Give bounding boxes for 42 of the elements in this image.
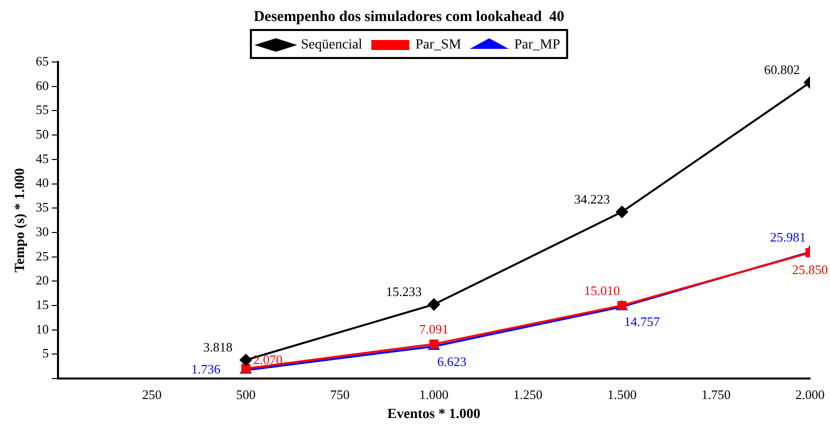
x-tick-label: 750 [330,386,350,402]
legend-label: Seqüencial [300,38,362,53]
annotation: 2.070 [253,352,282,367]
y-tick-label: 65 [36,53,49,68]
y-tick-label: 20 [36,272,49,288]
annotation: 15.233 [386,284,422,299]
annotation: 1.736 [191,362,221,377]
annotation: 25.981 [770,229,806,244]
y-tick-label: 5 [42,346,49,361]
x-tick-label: 1.250 [513,386,543,402]
point [240,354,252,366]
y-tick-label: 30 [36,224,49,239]
x-tick-label: 1.000 [419,386,449,402]
y-tick-label: 15 [36,296,49,312]
annotation: 14.757 [624,314,660,330]
point [428,298,440,310]
x-tick-label: 2.000 [795,386,825,402]
annotation: 3.818 [203,339,232,354]
y-tick-label: 45 [36,150,49,166]
point [616,206,628,218]
legend-label: Par_SM [415,38,462,53]
legend-label: Par_MP [514,38,560,53]
y-tick-label: 50 [36,126,49,142]
y-tick-label: 40 [36,175,49,190]
annotation: 6.623 [437,354,467,369]
x-tick-label: 1.500 [607,386,637,402]
chart-title: Desempenho dos simuladores com lookahead 40 [254,8,564,25]
y-tick-label: 35 [36,200,49,215]
y-tick-label: 55 [36,102,49,118]
y-tick-label: 25 [36,248,49,264]
annotation: 34.223 [574,191,610,206]
y-tick-label: 60 [36,78,49,93]
annotation: 15.010 [584,282,620,298]
y-tick-label: 10 [36,321,49,336]
annotation: 60.802 [764,62,800,77]
y-axis-title: Tempo (s) * 1.000 [13,168,28,273]
x-tick-label: 500 [236,386,256,402]
x-tick-label: 1.750 [701,386,731,402]
annotation: 25.850 [792,262,828,278]
x-tick-label: 250 [142,386,162,402]
annotation: 7.091 [419,321,449,336]
x-axis-title: Eventos * 1.000 [387,407,480,422]
